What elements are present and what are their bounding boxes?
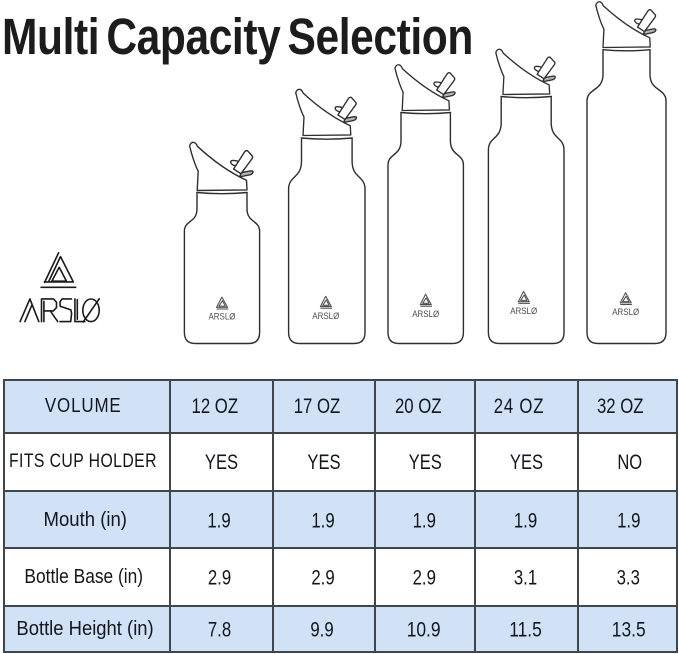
svg-text:ARSLØ: ARSLØ	[312, 311, 339, 321]
svg-text:ARSLØ: ARSLØ	[209, 312, 236, 322]
svg-text:ARSLØ: ARSLØ	[412, 309, 439, 319]
svg-text:ARSLØ: ARSLØ	[612, 307, 639, 317]
svg-text:ARSLØ: ARSLØ	[510, 306, 537, 316]
